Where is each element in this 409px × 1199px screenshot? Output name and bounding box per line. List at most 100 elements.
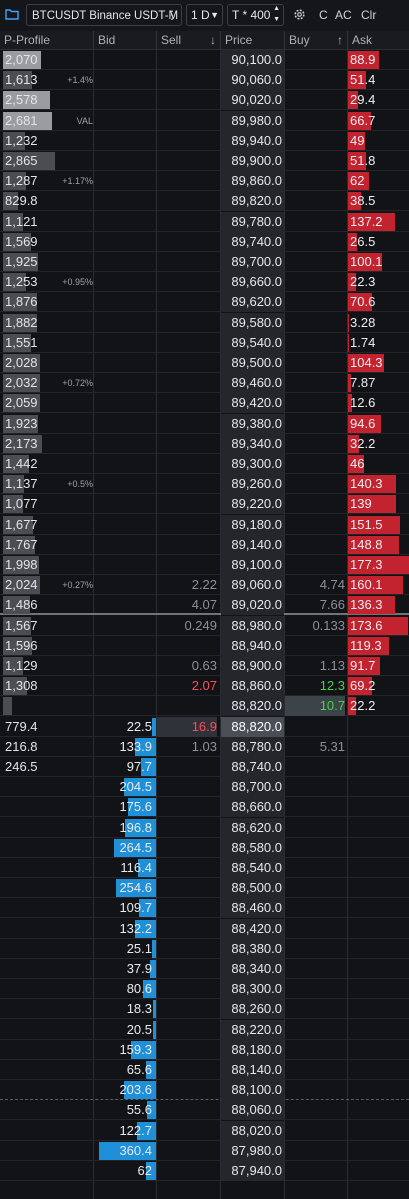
ac-button[interactable]: AC (335, 8, 352, 22)
price-level[interactable]: 88,100.0 (231, 1082, 282, 1098)
price-level[interactable]: 89,380.0 (231, 415, 282, 431)
price-level[interactable]: 89,260.0 (231, 476, 282, 492)
bid-size[interactable]: 122.7 (119, 1122, 152, 1138)
ladder-row[interactable]: 1,677 89,180.0 151.5 (0, 514, 409, 535)
price-level[interactable]: 89,420.0 (231, 395, 282, 411)
buy-volume[interactable] (285, 50, 345, 70)
sell-volume[interactable] (157, 1040, 217, 1060)
bid-size[interactable] (94, 353, 152, 373)
bid-size[interactable]: 264.5 (119, 839, 152, 855)
ask-size[interactable]: 29.4 (350, 92, 376, 108)
ladder-row[interactable]: 109.7 88,460.0 (0, 898, 409, 919)
bid-size[interactable] (94, 50, 152, 70)
ask-size[interactable]: 136.3 (350, 597, 383, 613)
price-level[interactable]: 88,660.0 (231, 799, 282, 815)
buy-volume[interactable] (285, 717, 345, 737)
sell-volume[interactable] (157, 777, 217, 797)
ladder-row[interactable]: 1,876 89,620.0 70.6 (0, 292, 409, 313)
ask-size[interactable]: 22.2 (350, 698, 376, 714)
ladder-row[interactable]: 1,569 89,740.0 26.5 (0, 231, 409, 252)
buy-volume[interactable] (285, 898, 345, 918)
sell-volume[interactable] (157, 434, 217, 454)
buy-volume[interactable] (285, 535, 345, 555)
buy-volume[interactable]: 10.7 (285, 696, 345, 717)
price-level[interactable]: 88,380.0 (231, 940, 282, 956)
bid-size[interactable] (94, 616, 152, 636)
ladder-row[interactable]: 122.7 88,020.0 (0, 1120, 409, 1141)
ladder-row[interactable]: 1,129 0.63 88,900.0 1.13 91.7 (0, 656, 409, 676)
price-level[interactable]: 90,020.0 (231, 92, 282, 108)
ask-size[interactable]: 160.1 (350, 577, 383, 593)
ladder-row[interactable]: 132.2 88,420.0 (0, 918, 409, 939)
ladder-row[interactable]: 196.8 88,620.0 (0, 817, 409, 838)
sell-volume[interactable] (157, 171, 217, 191)
sell-volume[interactable] (157, 272, 217, 292)
bid-size[interactable] (94, 191, 152, 211)
ladder-row[interactable]: 1,925 89,700.0 100.1 (0, 252, 409, 272)
ask-size[interactable]: 173.6 (350, 617, 383, 633)
price-level[interactable]: 89,660.0 (231, 274, 282, 290)
ladder-row[interactable]: 88,820.0 10.7 22.2 (0, 696, 409, 717)
header-bid[interactable]: Bid (93, 31, 156, 49)
bid-size[interactable] (94, 434, 152, 454)
bid-size[interactable]: 80.6 (126, 981, 152, 997)
price-level[interactable]: 89,100.0 (231, 557, 282, 572)
ask-size[interactable]: 49 (350, 132, 365, 148)
price-level[interactable]: 89,020.0 (231, 597, 282, 613)
ladder-row[interactable]: 1,442 89,300.0 46 (0, 454, 409, 474)
ask-size[interactable]: 26.5 (350, 233, 376, 249)
sell-volume[interactable]: 16.9 (157, 716, 217, 737)
folder-icon[interactable] (5, 7, 19, 21)
sell-volume[interactable] (157, 232, 217, 252)
price-level[interactable]: 89,620.0 (231, 294, 282, 310)
buy-volume[interactable] (285, 777, 345, 797)
price-level[interactable]: 89,780.0 (231, 213, 282, 229)
bid-size[interactable] (94, 90, 152, 110)
price-level[interactable]: 88,300.0 (231, 981, 282, 997)
price-level[interactable]: 88,820.0 (231, 718, 282, 734)
price-level[interactable]: 88,900.0 (231, 658, 282, 673)
ladder-row[interactable]: 254.6 88,500.0 (0, 878, 409, 899)
buy-volume[interactable]: 4.74 (319, 577, 345, 593)
sell-volume[interactable]: 2.22 (191, 577, 217, 593)
buy-volume[interactable] (285, 414, 345, 434)
price-level[interactable]: 88,580.0 (231, 839, 282, 855)
price-level[interactable]: 88,060.0 (231, 1102, 282, 1118)
bid-size[interactable] (94, 414, 152, 434)
sell-volume[interactable] (157, 50, 217, 70)
price-level[interactable]: 89,060.0 (231, 577, 282, 593)
ladder-row[interactable]: 1,308 2.07 88,860.0 12.3 69.2 (0, 676, 409, 697)
bid-size[interactable] (94, 151, 152, 171)
clr-button[interactable]: Clr (361, 8, 377, 22)
sell-volume[interactable] (157, 70, 217, 90)
sell-volume[interactable] (157, 757, 217, 777)
ladder-row[interactable]: 2,681 VAL 89,980.0 66.7 (0, 110, 409, 131)
ladder-row[interactable]: 1,567 0.249 88,980.0 0.133 173.6 (0, 615, 409, 636)
buy-volume[interactable] (285, 90, 345, 110)
price-level[interactable]: 88,700.0 (231, 779, 282, 795)
buy-volume[interactable] (285, 1161, 345, 1181)
price-level[interactable]: 89,940.0 (231, 132, 282, 148)
sell-volume[interactable] (157, 1060, 217, 1080)
bid-size[interactable] (94, 252, 152, 272)
buy-volume[interactable]: 7.66 (319, 597, 345, 613)
ladder-row[interactable]: 18.3 88,260.0 (0, 999, 409, 1020)
bid-size[interactable]: 37.9 (126, 961, 152, 976)
ladder-row[interactable]: 65.6 88,140.0 (0, 1060, 409, 1080)
bid-size[interactable] (94, 111, 152, 131)
price-level[interactable]: 88,260.0 (231, 1001, 282, 1017)
ladder-row[interactable]: 2,865 89,900.0 51.8 (0, 151, 409, 171)
header-sell[interactable]: Sell ↓ (156, 31, 220, 49)
bid-size[interactable]: 254.6 (119, 880, 152, 896)
sell-volume[interactable] (157, 696, 217, 716)
ask-size[interactable]: 177.3 (350, 557, 383, 572)
bid-size[interactable] (94, 595, 152, 615)
sell-volume[interactable] (157, 797, 217, 817)
sell-volume[interactable] (157, 333, 217, 353)
price-level[interactable]: 89,340.0 (231, 435, 282, 451)
ladder-row[interactable]: 2,578 90,020.0 29.4 (0, 90, 409, 111)
price-level[interactable]: 88,420.0 (231, 920, 282, 936)
buy-volume[interactable] (285, 939, 345, 959)
bid-size[interactable] (94, 171, 152, 191)
buy-volume[interactable] (285, 151, 345, 171)
